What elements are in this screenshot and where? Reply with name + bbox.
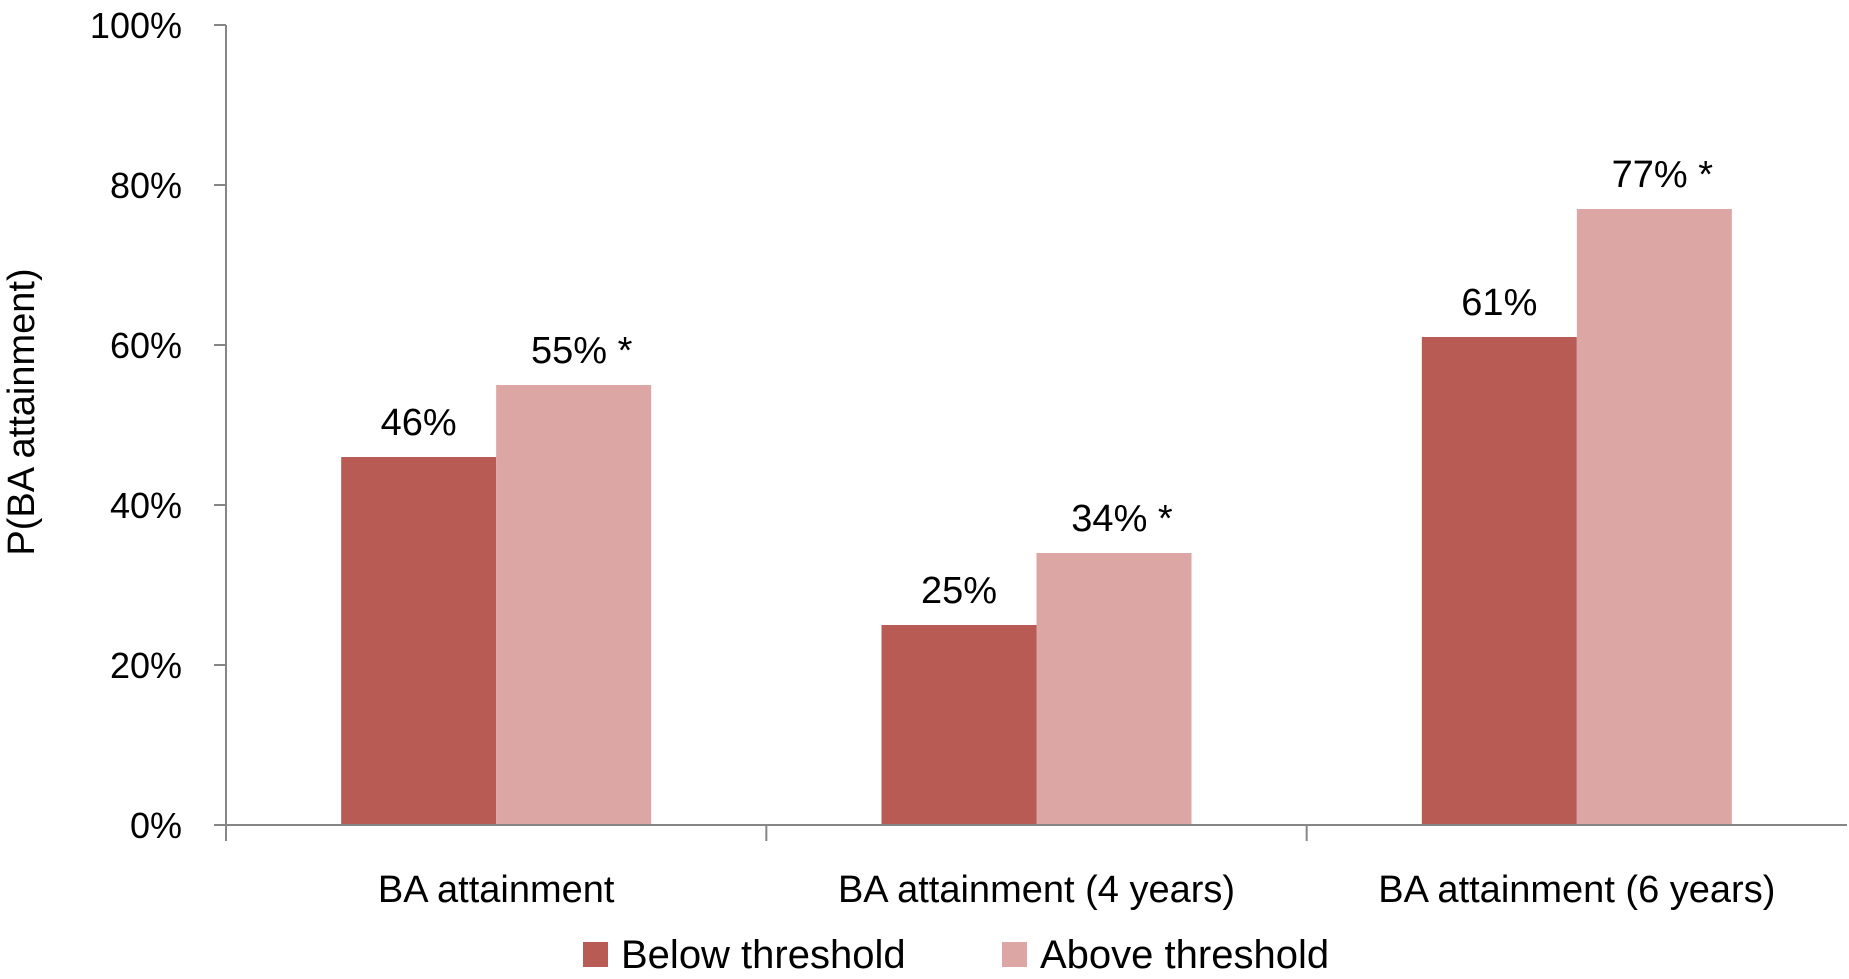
y-axis-ticks: 0% 20% 40% 60% 80% 100%	[90, 5, 226, 846]
y-axis-title: P(BA attainment)	[1, 268, 43, 555]
category-label: BA attainment	[378, 869, 615, 911]
legend-swatch	[583, 942, 608, 967]
legend-swatch	[1002, 942, 1027, 967]
bar-above-threshold	[1576, 209, 1732, 825]
bar-above-threshold	[496, 385, 652, 825]
y-tick-label: 80%	[110, 165, 182, 206]
legend-label: Below threshold	[621, 933, 906, 977]
y-tick-label: 40%	[110, 485, 182, 526]
bar-below-threshold	[881, 625, 1037, 825]
y-tick-label: 0%	[130, 805, 182, 846]
y-tick-label: 100%	[90, 5, 182, 46]
category-label: BA attainment (4 years)	[838, 869, 1235, 911]
bar-below-threshold	[341, 457, 497, 825]
bars	[341, 209, 1732, 825]
data-label: 61%	[1461, 282, 1537, 324]
bar-below-threshold	[1421, 337, 1577, 825]
y-tick-label: 20%	[110, 645, 182, 686]
category-labels: BA attainment BA attainment (4 years) BA a…	[378, 869, 1776, 911]
data-labels: 46% 55% * 25% 34% * 61% 77% *	[381, 154, 1714, 612]
category-label: BA attainment (6 years)	[1378, 869, 1775, 911]
y-tick-label: 60%	[110, 325, 182, 366]
legend-label: Above threshold	[1040, 933, 1329, 977]
bar-above-threshold	[1036, 553, 1192, 825]
data-label: 55% *	[531, 330, 633, 372]
data-label: 46%	[381, 402, 457, 444]
legend: Below threshold Above threshold	[583, 933, 1329, 977]
data-label: 25%	[921, 570, 997, 612]
data-label: 77% *	[1612, 154, 1714, 196]
x-axis-ticks	[225, 825, 1308, 841]
data-label: 34% *	[1071, 498, 1173, 540]
